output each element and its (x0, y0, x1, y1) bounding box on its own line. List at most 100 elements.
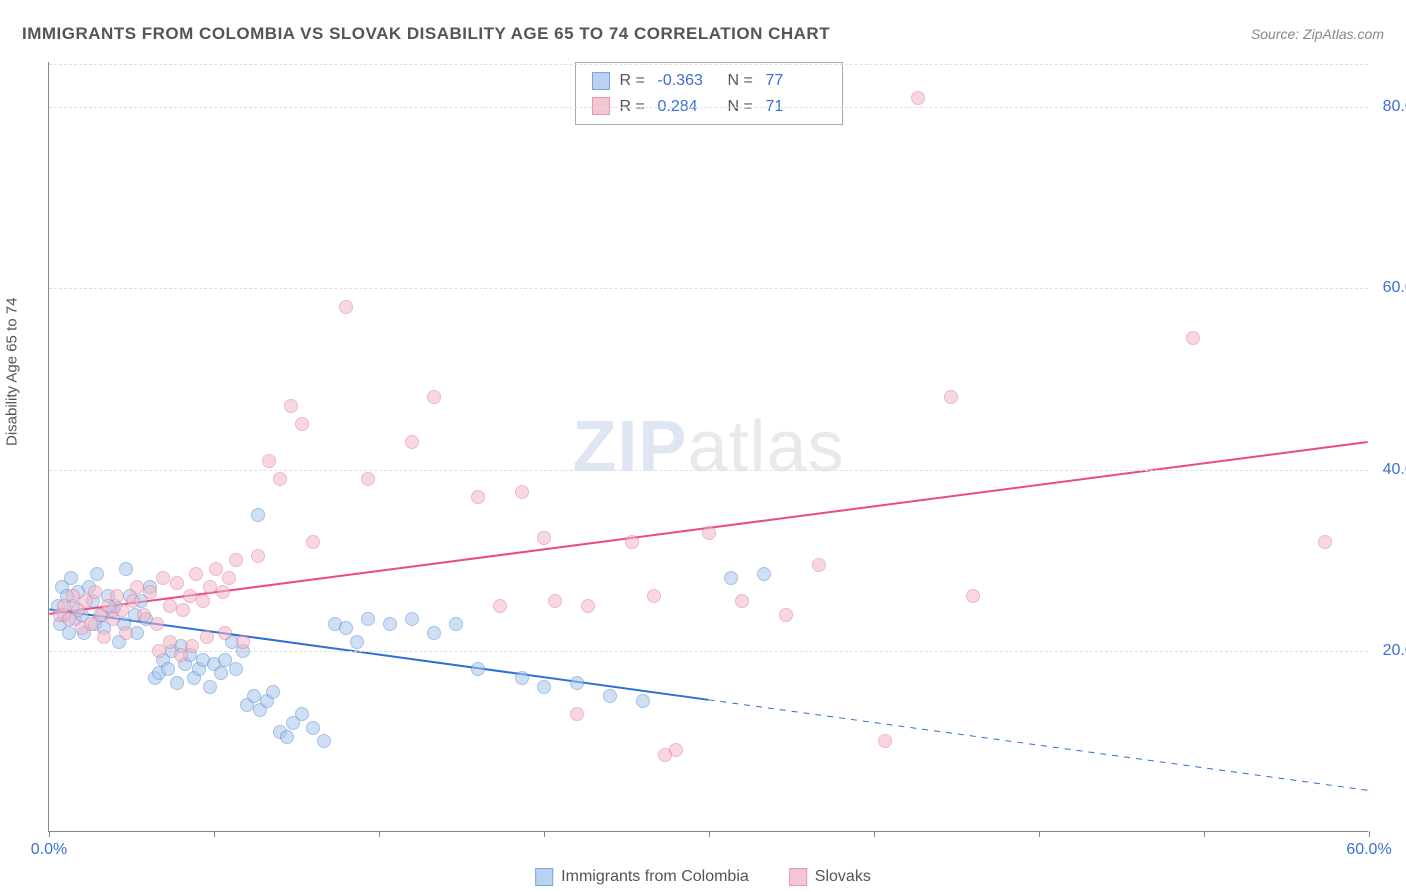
scatter-point-colombia (170, 676, 184, 690)
r-value-colombia: -0.363 (658, 68, 718, 94)
scatter-point-slovaks (515, 485, 529, 499)
scatter-chart: ZIPatlas R = -0.363 N = 77 R = 0.284 N =… (48, 62, 1368, 832)
n-label: N = (728, 68, 756, 94)
x-tick (49, 831, 50, 837)
scatter-point-colombia (537, 680, 551, 694)
scatter-point-slovaks (911, 91, 925, 105)
swatch-slovaks (789, 868, 807, 886)
scatter-point-slovaks (779, 608, 793, 622)
x-tick (1204, 831, 1205, 837)
scatter-point-colombia (266, 685, 280, 699)
scatter-point-slovaks (203, 580, 217, 594)
y-axis-label: Disability Age 65 to 74 (4, 298, 21, 446)
scatter-point-slovaks (735, 594, 749, 608)
scatter-point-slovaks (130, 580, 144, 594)
scatter-point-colombia (161, 662, 175, 676)
scatter-point-colombia (306, 721, 320, 735)
scatter-point-colombia (570, 676, 584, 690)
gridline (49, 107, 1368, 108)
scatter-point-slovaks (176, 603, 190, 617)
scatter-point-slovaks (658, 748, 672, 762)
x-tick (874, 831, 875, 837)
scatter-point-slovaks (493, 599, 507, 613)
scatter-point-colombia (229, 662, 243, 676)
scatter-point-colombia (90, 567, 104, 581)
scatter-point-slovaks (156, 571, 170, 585)
scatter-point-slovaks (137, 608, 151, 622)
scatter-point-colombia (295, 707, 309, 721)
scatter-point-slovaks (273, 472, 287, 486)
scatter-point-slovaks (163, 599, 177, 613)
scatter-point-slovaks (66, 589, 80, 603)
scatter-point-slovaks (143, 585, 157, 599)
scatter-point-slovaks (222, 571, 236, 585)
gridline (49, 470, 1368, 471)
scatter-point-slovaks (306, 535, 320, 549)
scatter-point-slovaks (163, 635, 177, 649)
correlation-stats-box: R = -0.363 N = 77 R = 0.284 N = 71 (575, 62, 843, 125)
scatter-point-slovaks (647, 589, 661, 603)
stats-row-colombia: R = -0.363 N = 77 (592, 68, 826, 94)
scatter-point-slovaks (1318, 535, 1332, 549)
x-tick (544, 831, 545, 837)
legend-item-slovaks: Slovaks (789, 868, 871, 886)
scatter-point-colombia (361, 612, 375, 626)
scatter-point-colombia (119, 562, 133, 576)
scatter-point-slovaks (189, 567, 203, 581)
scatter-point-colombia (317, 734, 331, 748)
y-tick-label: 20.0% (1373, 642, 1406, 660)
gridline (49, 64, 1368, 65)
scatter-point-slovaks (200, 630, 214, 644)
scatter-point-slovaks (1186, 331, 1200, 345)
scatter-point-colombia (247, 689, 261, 703)
watermark: ZIPatlas (572, 406, 844, 488)
chart-title: IMMIGRANTS FROM COLOMBIA VS SLOVAK DISAB… (22, 24, 830, 44)
scatter-point-colombia (449, 617, 463, 631)
scatter-point-slovaks (339, 300, 353, 314)
scatter-point-slovaks (966, 589, 980, 603)
scatter-point-slovaks (97, 630, 111, 644)
x-tick (379, 831, 380, 837)
scatter-point-colombia (757, 567, 771, 581)
scatter-point-colombia (724, 571, 738, 585)
scatter-point-slovaks (944, 390, 958, 404)
scatter-point-slovaks (812, 558, 826, 572)
scatter-point-slovaks (625, 535, 639, 549)
scatter-point-slovaks (262, 454, 276, 468)
scatter-point-slovaks (218, 626, 232, 640)
scatter-point-colombia (251, 508, 265, 522)
scatter-point-slovaks (702, 526, 716, 540)
scatter-point-colombia (64, 571, 78, 585)
scatter-point-slovaks (229, 553, 243, 567)
x-tick (1039, 831, 1040, 837)
scatter-point-slovaks (209, 562, 223, 576)
scatter-point-colombia (350, 635, 364, 649)
swatch-colombia (535, 868, 553, 886)
scatter-point-slovaks (427, 390, 441, 404)
swatch-colombia (592, 72, 610, 90)
source-attribution: Source: ZipAtlas.com (1251, 26, 1384, 42)
scatter-point-colombia (471, 662, 485, 676)
scatter-point-slovaks (236, 635, 250, 649)
scatter-point-colombia (339, 621, 353, 635)
x-tick (1369, 831, 1370, 837)
scatter-point-slovaks (126, 594, 140, 608)
scatter-point-colombia (280, 730, 294, 744)
scatter-point-colombia (383, 617, 397, 631)
scatter-point-slovaks (170, 576, 184, 590)
r-label: R = (620, 68, 648, 94)
scatter-point-slovaks (581, 599, 595, 613)
scatter-point-slovaks (537, 531, 551, 545)
trendline-colombia-dashed (709, 700, 1368, 790)
n-value-colombia: 77 (766, 68, 826, 94)
scatter-point-colombia (203, 680, 217, 694)
legend-label-colombia: Immigrants from Colombia (561, 868, 749, 886)
scatter-point-slovaks (110, 589, 124, 603)
scatter-point-slovaks (361, 472, 375, 486)
x-tick (214, 831, 215, 837)
scatter-point-slovaks (185, 639, 199, 653)
scatter-point-slovaks (196, 594, 210, 608)
scatter-point-slovaks (548, 594, 562, 608)
scatter-point-slovaks (150, 617, 164, 631)
x-tick (709, 831, 710, 837)
